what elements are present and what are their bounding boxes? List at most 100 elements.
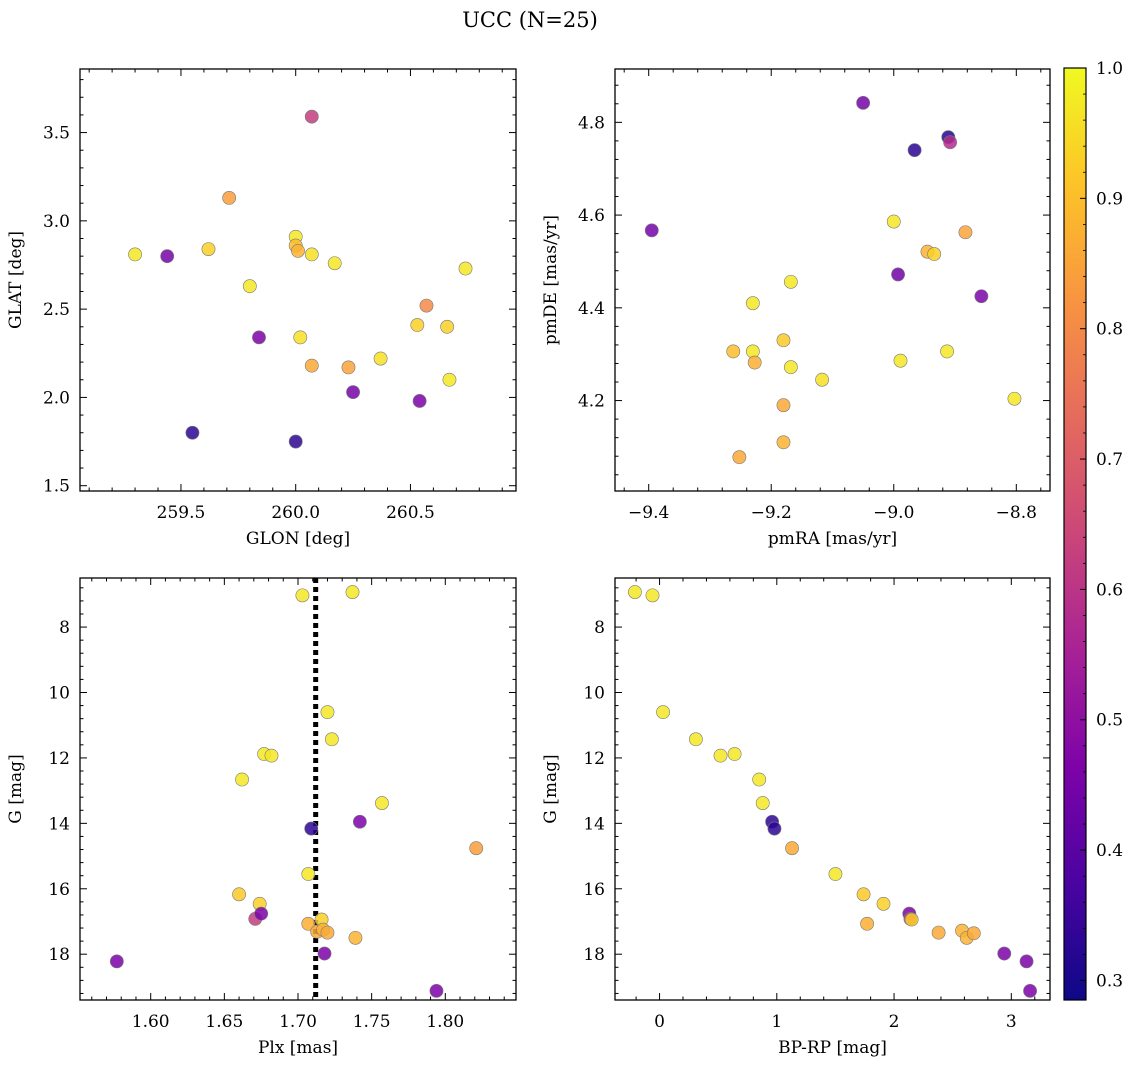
scatter-point-6 — [727, 747, 742, 761]
scatter-point-14 — [304, 247, 319, 262]
colorbar-tick-label: 0.8 — [1096, 320, 1123, 340]
scatter-point-19 — [373, 351, 388, 366]
colorbar-tick-label: 0.5 — [1096, 711, 1123, 731]
scatter-point-6 — [254, 906, 269, 921]
scatter-point-6 — [747, 355, 762, 370]
axes-frame — [614, 577, 1051, 1001]
x-tick-label: −8.8 — [996, 503, 1037, 523]
scatter-point-22 — [943, 135, 958, 150]
scatter-point-10 — [767, 821, 782, 836]
x-tick-label: −9.0 — [873, 503, 914, 523]
scatter-point-22 — [966, 926, 981, 941]
scatter-point-1 — [628, 585, 642, 599]
y-tick-label: 4.4 — [578, 299, 605, 319]
x-tick-label: 259.5 — [157, 503, 206, 523]
colorbar-gradient — [1063, 67, 1087, 1001]
scatter-point-19 — [324, 732, 339, 747]
scatter-point-19 — [931, 925, 946, 940]
scatter-point-6 — [242, 279, 257, 294]
scatter-point-3 — [185, 425, 200, 440]
axes-frame — [79, 577, 517, 1001]
scatter-point-24 — [429, 983, 444, 998]
x-tick-label: 260.0 — [271, 503, 320, 523]
scatter-point-7 — [776, 333, 791, 348]
scatter-point-22 — [419, 298, 434, 313]
y-tick-label: 16 — [583, 880, 605, 900]
scatter-point-5 — [222, 190, 237, 205]
scatter-point-16 — [327, 256, 342, 271]
y-tick-label: 3.0 — [43, 212, 70, 232]
scatter-point-2 — [232, 887, 246, 902]
scatter-point-12 — [815, 372, 829, 387]
y-tick-label: 12 — [48, 749, 70, 769]
scatter-point-12 — [828, 867, 843, 881]
scatter-point-20 — [345, 585, 360, 599]
colorbar-tick-label: 0.9 — [1096, 189, 1123, 209]
figure-title: UCC (N=25) — [462, 8, 598, 32]
scatter-point-15 — [304, 358, 319, 373]
scatter-point-21 — [348, 930, 363, 945]
scatter-point-2 — [726, 344, 741, 359]
y-tick-label: 18 — [48, 945, 70, 965]
y-tick-label: 2.5 — [43, 300, 70, 320]
scatter-point-7 — [752, 772, 767, 787]
scatter-point-20 — [940, 344, 954, 359]
scatter-point-22 — [352, 814, 367, 829]
scatter-point-8 — [776, 398, 791, 413]
scatter-point-5 — [713, 748, 728, 763]
x-tick-label: 1.70 — [279, 1012, 317, 1032]
scatter-point-13 — [856, 95, 871, 110]
scatter-point-14 — [860, 916, 874, 931]
scatter-point-23 — [375, 796, 389, 810]
scatter-point-18 — [904, 912, 919, 927]
axis-ticks — [615, 578, 1050, 1000]
scatter-point-20 — [410, 318, 425, 332]
scatter-points — [628, 585, 1037, 998]
scatter-point-13 — [304, 109, 319, 124]
axes-frame — [79, 68, 517, 492]
x-tick-label: −9.4 — [628, 503, 669, 523]
scatter-point-4 — [201, 242, 216, 257]
scatter-point-17 — [320, 705, 335, 720]
colorbar-tick-label: 0.7 — [1096, 450, 1123, 470]
scatter-point-23 — [440, 319, 455, 334]
colorbar-tick-label: 0.6 — [1096, 580, 1123, 600]
scatter-point-15 — [876, 896, 891, 911]
scatter-points — [128, 109, 473, 449]
scatter-point-4 — [745, 296, 760, 311]
x-tick-label: 1.65 — [205, 1012, 243, 1032]
y-tick-label: 10 — [583, 683, 605, 703]
scatter-point-23 — [958, 225, 973, 240]
scatter-point-8 — [755, 796, 770, 810]
scatter-point-11 — [783, 360, 798, 375]
y-tick-label: 16 — [48, 880, 70, 900]
scatter-point-1 — [109, 954, 124, 969]
scatter-point-1 — [128, 247, 142, 262]
x-axis-label: Plx [mas] — [258, 1038, 338, 1058]
scatter-point-7 — [252, 330, 266, 345]
y-tick-label: 10 — [48, 683, 70, 703]
scatter-point-19 — [927, 247, 942, 261]
scatter-point-13 — [856, 887, 871, 902]
x-tick-label: 260.5 — [386, 503, 435, 523]
scatter-point-15 — [891, 267, 905, 282]
scatter-point-25 — [1023, 983, 1037, 998]
y-axis-label: G [mag] — [541, 754, 561, 823]
panel-2: −9.4 −9.2 −9.0 −8.8 4.2 4.4 4.6 4.8 pmRA [mas/yr… — [541, 68, 1051, 549]
x-tick-label: −9.2 — [751, 503, 792, 523]
scatter-point-24 — [442, 372, 457, 387]
scatter-point-16 — [317, 946, 332, 961]
axis-ticks — [80, 578, 516, 1000]
scatter-point-24 — [974, 289, 989, 304]
colorbar-tick-label: 0.3 — [1096, 971, 1123, 991]
x-tick-label: 1 — [771, 1012, 782, 1032]
scatter-point-18 — [346, 385, 360, 400]
scatter-point-3 — [732, 450, 747, 465]
scatter-point-25 — [469, 841, 484, 856]
colorbar-tick-label: 0.4 — [1096, 841, 1123, 861]
y-tick-label: 14 — [583, 814, 605, 834]
y-tick-label: 4.2 — [578, 392, 605, 412]
y-tick-label: 4.8 — [578, 113, 605, 133]
scatter-point-2 — [160, 249, 175, 264]
